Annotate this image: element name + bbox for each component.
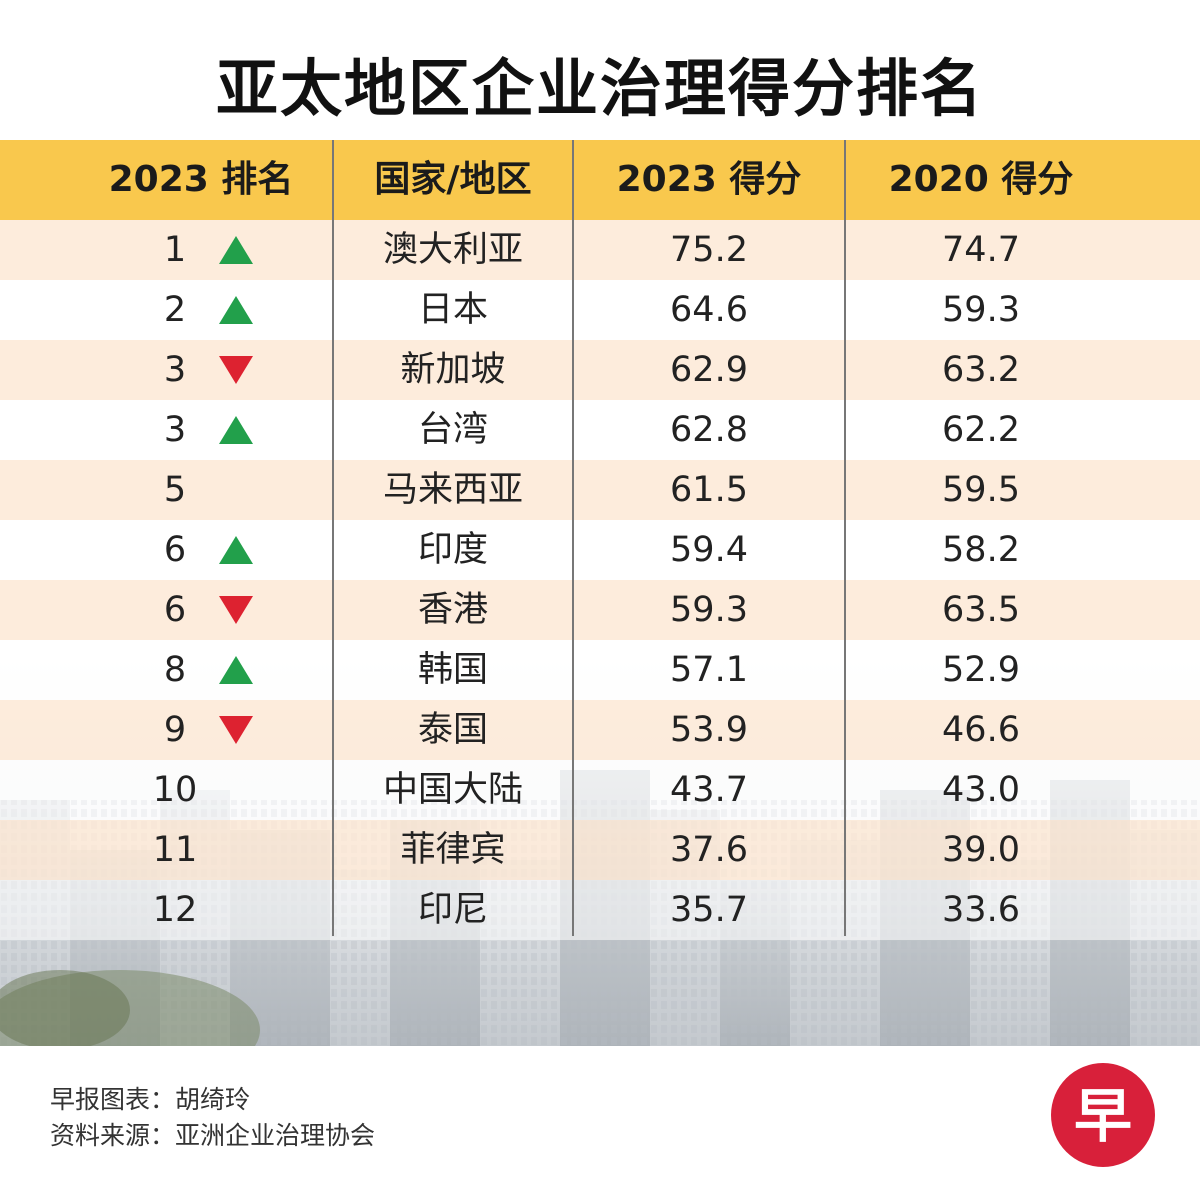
score-2023-cell: 61.5: [670, 470, 748, 510]
arrow-up-icon: [219, 536, 253, 564]
zaobao-logo-icon: 早: [1051, 1063, 1155, 1167]
score-2023-cell: 43.7: [670, 770, 748, 810]
column-divider: [332, 140, 334, 936]
table-row: 3 新加坡 62.9 63.2: [0, 340, 1200, 400]
country-cell: 新加坡: [400, 350, 506, 390]
footer-credit: 早报图表：胡绮玲: [50, 1085, 251, 1114]
country-cell: 印度: [417, 530, 488, 570]
country-cell: 日本: [417, 290, 488, 330]
country-cell: 台湾: [417, 410, 488, 450]
table-row: 5 马来西亚 61.5 59.5: [0, 460, 1200, 520]
score-2020-cell: 63.2: [942, 350, 1020, 390]
table-row: 10 中国大陆 43.7 43.0: [0, 760, 1200, 820]
country-cell: 中国大陆: [382, 770, 523, 810]
table-row: 1 澳大利亚 75.2 74.7: [0, 220, 1200, 280]
score-2020-cell: 52.9: [942, 650, 1020, 690]
score-2020-cell: 39.0: [942, 830, 1020, 870]
rank-cell: 2: [163, 290, 187, 330]
score-2020-cell: 63.5: [942, 590, 1020, 630]
arrow-up-icon: [219, 236, 253, 264]
score-2023-cell: 64.6: [670, 290, 748, 330]
column-divider: [844, 140, 846, 936]
table-row: 6 印度 59.4 58.2: [0, 520, 1200, 580]
rank-cell: 5: [163, 470, 187, 510]
rank-cell: 3: [163, 410, 187, 450]
score-2020-cell: 46.6: [942, 710, 1020, 750]
logo-char: 早: [1074, 1082, 1132, 1150]
table-row: 2 日本 64.6 59.3: [0, 280, 1200, 340]
header-score-2020: 2020 得分: [888, 159, 1074, 200]
score-2023-cell: 35.7: [670, 890, 748, 930]
header-country: 国家/地区: [374, 159, 532, 200]
table-row: 6 香港 59.3 63.5: [0, 580, 1200, 640]
rank-cell: 3: [163, 350, 187, 390]
score-2020-cell: 43.0: [942, 770, 1020, 810]
header-score-2023: 2023 得分: [616, 159, 802, 200]
score-2023-cell: 62.9: [670, 350, 748, 390]
country-cell: 香港: [417, 590, 488, 630]
arrow-down-icon: [219, 356, 253, 384]
country-cell: 菲律宾: [400, 830, 506, 870]
score-2023-cell: 57.1: [670, 650, 748, 690]
rank-cell: 10: [152, 770, 198, 810]
rank-cell: 6: [163, 590, 187, 630]
column-divider: [572, 140, 574, 936]
footer-area: [0, 1046, 1200, 1200]
table-row: 12 印尼 35.7 33.6: [0, 880, 1200, 940]
table-row: 8 韩国 57.1 52.9: [0, 640, 1200, 700]
header-rank: 2023 排名: [108, 159, 294, 200]
arrow-up-icon: [219, 296, 253, 324]
score-2023-cell: 75.2: [670, 230, 748, 270]
table-header: 2023 排名 国家/地区 2023 得分 2020 得分: [0, 140, 1200, 220]
arrow-down-icon: [219, 716, 253, 744]
arrow-up-icon: [219, 416, 253, 444]
score-2020-cell: 59.3: [942, 290, 1020, 330]
score-2023-cell: 37.6: [670, 830, 748, 870]
rank-cell: 9: [163, 710, 187, 750]
page-title: 亚太地区企业治理得分排名: [215, 52, 984, 125]
rank-cell: 6: [163, 530, 187, 570]
rank-cell: 8: [163, 650, 187, 690]
score-2020-cell: 62.2: [942, 410, 1020, 450]
score-2023-cell: 59.4: [670, 530, 748, 570]
rank-cell: 1: [163, 230, 187, 270]
country-cell: 澳大利亚: [382, 230, 523, 270]
score-2023-cell: 59.3: [670, 590, 748, 630]
country-cell: 泰国: [417, 710, 488, 750]
rank-cell: 12: [152, 890, 198, 930]
arrow-up-icon: [219, 656, 253, 684]
table-row: 9 泰国 53.9 46.6: [0, 700, 1200, 760]
score-2020-cell: 59.5: [942, 470, 1020, 510]
score-2023-cell: 53.9: [670, 710, 748, 750]
country-cell: 马来西亚: [382, 470, 523, 510]
table-row: 3 台湾 62.8 62.2: [0, 400, 1200, 460]
score-2023-cell: 62.8: [670, 410, 748, 450]
country-cell: 印尼: [417, 890, 488, 930]
footer-source: 资料来源：亚洲企业治理协会: [50, 1121, 376, 1150]
score-2020-cell: 74.7: [942, 230, 1020, 270]
country-cell: 韩国: [417, 650, 488, 690]
score-2020-cell: 33.6: [942, 890, 1020, 930]
arrow-down-icon: [219, 596, 253, 624]
score-2020-cell: 58.2: [942, 530, 1020, 570]
rank-cell: 11: [152, 830, 198, 870]
table-row: 11 菲律宾 37.6 39.0: [0, 820, 1200, 880]
